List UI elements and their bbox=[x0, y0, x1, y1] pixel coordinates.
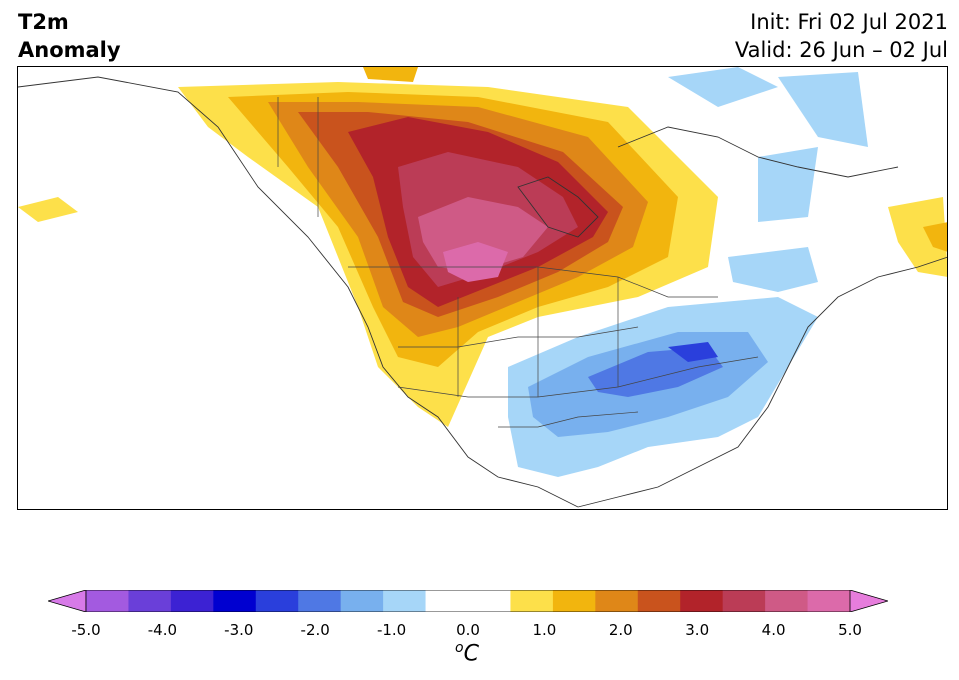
colorbar-segment bbox=[722, 590, 766, 612]
colorbar-tick-label: -5.0 bbox=[71, 621, 101, 639]
colorbar-tick-label: -2.0 bbox=[300, 621, 330, 639]
map-canvas bbox=[18, 67, 947, 508]
colorbar-tick-label: -3.0 bbox=[224, 621, 254, 639]
colorbar-segment bbox=[255, 590, 299, 612]
date-block: Init: Fri 02 Jul 2021 Valid: 26 Jun – 02… bbox=[735, 8, 948, 64]
init-date: Init: Fri 02 Jul 2021 bbox=[750, 10, 948, 34]
colorbar bbox=[48, 590, 888, 612]
colorbar-segment bbox=[680, 590, 724, 612]
colorbar-tick-label: 5.0 bbox=[838, 621, 862, 639]
valid-period: Valid: 26 Jun – 02 Jul bbox=[734, 38, 948, 62]
colorbar-unit: oC bbox=[455, 640, 479, 666]
colorbar-segment bbox=[637, 590, 681, 612]
unit-superscript: o bbox=[455, 640, 464, 656]
colorbar-segment bbox=[383, 590, 427, 612]
colorbar-tick-label: 0.0 bbox=[456, 621, 480, 639]
colorbar-segment bbox=[510, 590, 554, 612]
colorbar-segment bbox=[298, 590, 342, 612]
unit-text: C bbox=[463, 641, 479, 667]
title-block: T2m Anomaly bbox=[18, 8, 121, 64]
colorbar-segment bbox=[468, 590, 511, 612]
colorbar-segment bbox=[807, 590, 851, 612]
warm-anomaly-shading bbox=[18, 67, 947, 427]
colorbar-segment bbox=[170, 590, 214, 612]
anomaly-map bbox=[17, 66, 948, 510]
colorbar-segment bbox=[128, 590, 172, 612]
colorbar-segment bbox=[552, 590, 596, 612]
colorbar-outline bbox=[85, 590, 851, 612]
colorbar-segment bbox=[595, 590, 639, 612]
colorbar-segment bbox=[86, 590, 129, 612]
colorbar-tick-label: -1.0 bbox=[376, 621, 407, 639]
colorbar-segment bbox=[213, 590, 257, 612]
political-borders bbox=[277, 97, 759, 428]
colorbar-extend-max bbox=[849, 590, 888, 612]
colorbar-tick-label: 3.0 bbox=[685, 621, 710, 639]
coastlines bbox=[18, 76, 947, 508]
colorbar-tick-label: 1.0 bbox=[532, 621, 557, 639]
colorbar-segment bbox=[340, 590, 384, 612]
cold-anomaly-shading bbox=[508, 67, 868, 477]
colorbar-tick-label: -4.0 bbox=[147, 621, 178, 639]
colorbar-segment bbox=[765, 590, 809, 612]
colorbar-tick-label: 4.0 bbox=[761, 621, 786, 639]
colorbar-segment bbox=[425, 590, 469, 612]
field-name: Anomaly bbox=[18, 38, 121, 62]
colorbar-tick-label: 2.0 bbox=[608, 621, 633, 639]
colorbar-extend-min bbox=[48, 590, 87, 612]
variable-name: T2m bbox=[18, 10, 69, 34]
